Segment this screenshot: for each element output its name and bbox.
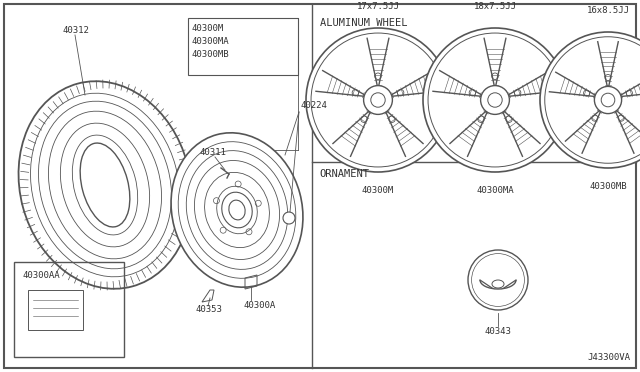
Circle shape: [481, 86, 509, 115]
Text: 40353: 40353: [196, 305, 223, 314]
Text: 40300MA: 40300MA: [192, 36, 230, 45]
Text: 40300MB: 40300MB: [192, 49, 230, 58]
Text: 40312: 40312: [62, 26, 89, 35]
Text: 40224: 40224: [301, 100, 328, 109]
Text: 40311: 40311: [200, 148, 227, 157]
Circle shape: [423, 28, 567, 172]
Text: ALUMINUM WHEEL: ALUMINUM WHEEL: [319, 18, 407, 28]
Text: 40300MA: 40300MA: [476, 186, 514, 195]
Circle shape: [283, 212, 295, 224]
Text: 18x7.5JJ: 18x7.5JJ: [474, 1, 516, 10]
Text: 40300M: 40300M: [192, 23, 224, 32]
Bar: [188, 18, 298, 75]
Text: 40300M: 40300M: [362, 186, 394, 195]
Bar: [28, 290, 83, 330]
Circle shape: [468, 250, 528, 310]
Circle shape: [540, 32, 640, 168]
Text: J43300VA: J43300VA: [587, 353, 630, 362]
Text: 40300MB: 40300MB: [589, 182, 627, 190]
Circle shape: [595, 86, 621, 113]
Text: 40300A: 40300A: [244, 301, 276, 310]
Circle shape: [306, 28, 450, 172]
Text: ORNAMENT: ORNAMENT: [319, 169, 370, 179]
Text: 16x8.5JJ: 16x8.5JJ: [586, 6, 630, 15]
Ellipse shape: [222, 192, 252, 228]
Ellipse shape: [19, 81, 191, 289]
Text: 40300AA: 40300AA: [22, 270, 60, 279]
Circle shape: [364, 86, 392, 115]
Ellipse shape: [80, 143, 130, 227]
Text: 40343: 40343: [484, 327, 511, 337]
Bar: [14, 262, 124, 357]
Text: 17x7.5JJ: 17x7.5JJ: [356, 1, 399, 10]
Ellipse shape: [171, 133, 303, 287]
